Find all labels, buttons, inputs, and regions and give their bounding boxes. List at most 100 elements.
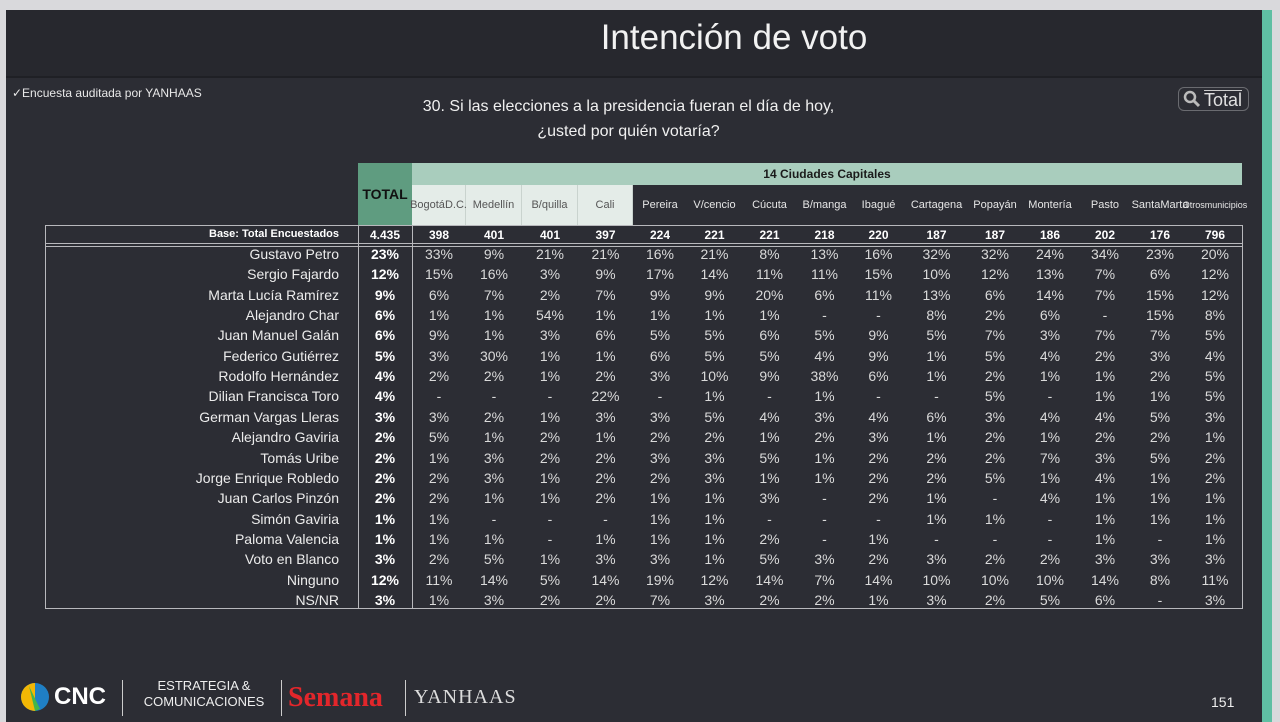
candidate-name: Alejandro Gaviria [231,429,339,446]
city-value: 11% [1201,571,1229,588]
city-value: 1% [539,551,561,568]
city-value: 5% [539,571,561,588]
city-value: 2% [868,469,889,486]
base-value: 176 [1149,228,1171,242]
city-value: 3% [483,469,505,486]
city-value: 5% [428,429,450,446]
city-value: 9% [868,327,889,344]
city-value: 3% [483,449,505,466]
city-value: 4% [814,347,835,364]
city-value: 34% [1090,246,1120,262]
city-value: 3% [483,591,505,608]
city-value: 2% [1094,429,1116,446]
city-value: - [603,510,608,527]
city-value: 9% [704,286,725,303]
column-divider [358,225,359,609]
city-value: 1% [1204,510,1226,527]
logo-divider [281,680,282,716]
city-value: 1% [704,388,725,405]
city-value: 2% [539,591,561,608]
city-value: 2% [428,490,450,507]
accent-bar [1262,10,1272,722]
city-column-header: Otros municipios [1183,185,1248,225]
base-value: 187 [984,228,1006,242]
city-value: 1% [926,510,947,527]
city-value: 3% [1094,449,1116,466]
city-value: 1% [814,469,835,486]
city-value: 1% [428,449,450,466]
city-value: 6% [428,286,450,303]
column-divider [412,225,413,609]
city-value: 1% [759,429,780,446]
city-value: 13% [922,286,951,303]
candidate-name: NS/NR [295,591,339,608]
city-value: 10% [922,266,951,283]
city-value: 1% [483,327,505,344]
city-value: 14% [700,266,729,283]
city-value: 6% [1094,591,1116,608]
city-value: 1% [428,510,450,527]
city-value: 1% [1094,510,1116,527]
city-name: Cartagena [910,199,963,211]
city-column-header: B/quilla [522,185,578,225]
city-value: 1% [595,429,616,446]
city-value: 21% [700,246,729,262]
city-value: 22% [591,388,620,405]
city-value: 1% [1204,429,1226,446]
city-value: 7% [1094,266,1116,283]
city-value: 1% [759,469,780,486]
city-value: 1% [483,429,505,446]
city-value: 11% [425,571,453,588]
city-value: 1% [428,591,450,608]
slide-header: Intención de voto [6,10,1262,78]
total-filter-button[interactable]: Total [1178,87,1250,111]
city-value: 7% [814,571,835,588]
cnc-globe-icon [21,683,49,711]
city-column-header: Popayán [968,185,1022,225]
city-value: 14% [755,571,784,588]
city-value: 54% [535,307,565,324]
city-value: - [1047,530,1053,547]
city-value: 3% [1204,551,1226,568]
city-column-header: Santa Marta [1132,185,1189,225]
candidate-total: 23% [370,246,400,262]
city-value: 12% [700,571,729,588]
city-value: 1% [428,530,450,547]
city-value: 2% [428,469,450,486]
city-value: 3% [1094,551,1116,568]
total-column-header: TOTAL [358,163,412,225]
question-line-1: 30. Si las elecciones a la presidencia f… [422,98,835,115]
base-total: 4.435 [369,228,401,242]
city-value: 3% [704,449,725,466]
city-name: Montería [1028,199,1072,211]
candidate-total: 1% [374,510,396,527]
city-value: 5% [649,327,671,344]
city-name-line2: municipios [1204,200,1248,210]
city-value: 13% [1035,266,1065,283]
city-value: 2% [984,307,1006,324]
city-value: 15% [1145,286,1175,303]
city-value: 1% [926,368,947,385]
city-value: 2% [984,551,1006,568]
base-value: 186 [1039,228,1061,242]
city-value: 23% [1145,246,1175,262]
city-value: 4% [1039,490,1061,507]
candidate-total: 12% [370,571,400,588]
results-table [45,225,1243,609]
base-value: 218 [814,228,835,242]
city-value: - [1157,530,1163,547]
city-value: 1% [1149,388,1171,405]
city-value: 4% [1039,408,1061,425]
city-value: 2% [868,490,889,507]
base-value: 220 [868,228,889,242]
city-value: 3% [595,408,616,425]
city-value: 1% [814,388,835,405]
city-value: 10% [700,368,729,385]
city-value: 38% [810,368,839,385]
city-value: 1% [539,490,561,507]
city-value: 20% [755,286,784,303]
city-value: 12% [1200,286,1230,303]
city-value: 1% [1204,490,1226,507]
city-value: 3% [649,449,671,466]
city-value: 7% [595,286,616,303]
